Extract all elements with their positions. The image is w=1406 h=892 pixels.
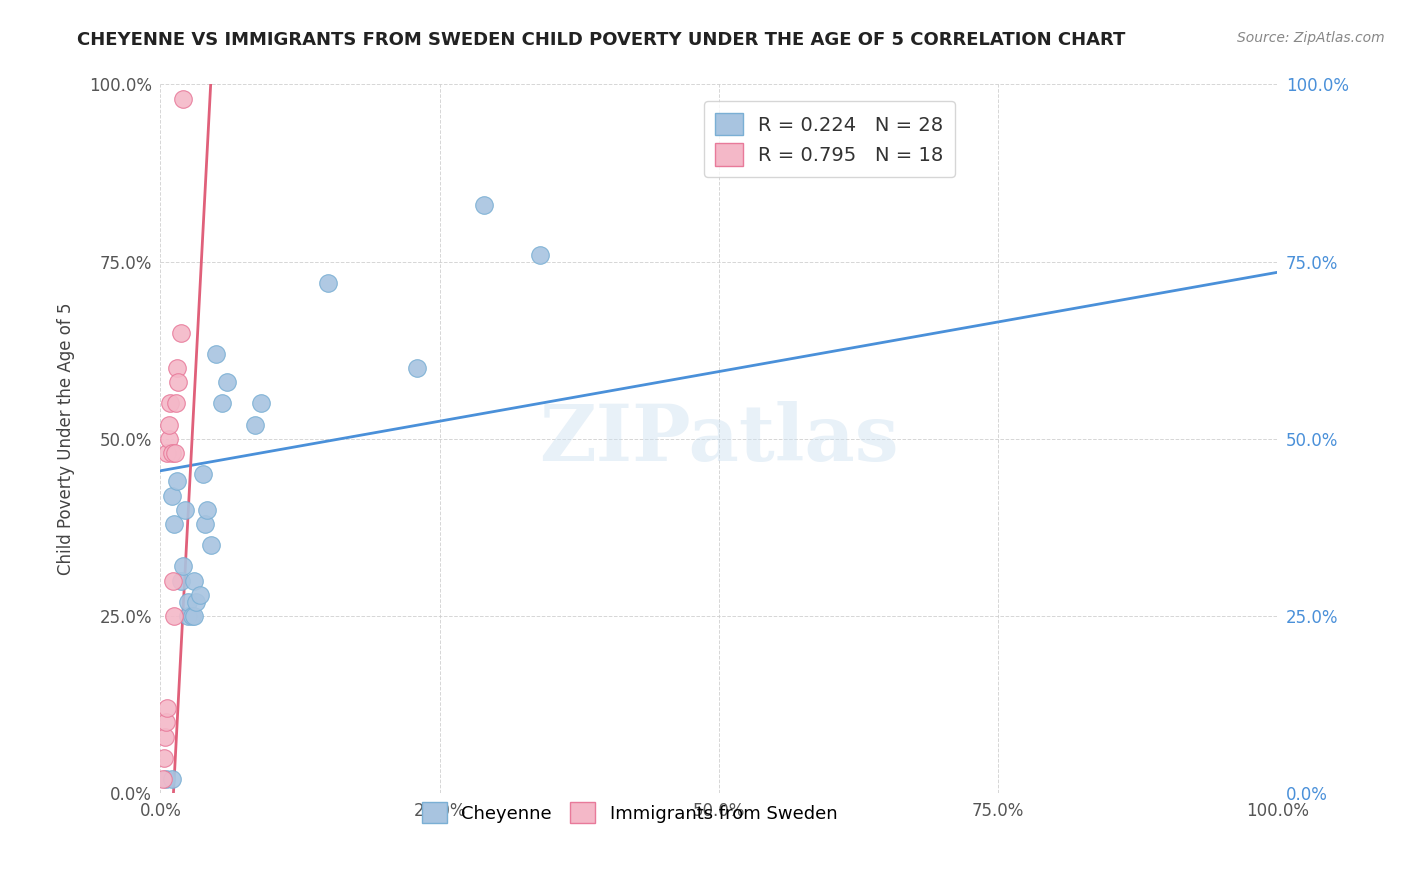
Point (529, 247, 551, 261)
Point (406, 361, 429, 376)
Text: CHEYENNE VS IMMIGRANTS FROM SWEDEN CHILD POVERTY UNDER THE AGE OF 5 CORRELATION : CHEYENNE VS IMMIGRANTS FROM SWEDEN CHILD… (77, 31, 1126, 49)
Point (152, 751, 174, 765)
Text: Source: ZipAtlas.com: Source: ZipAtlas.com (1237, 31, 1385, 45)
Point (153, 730, 176, 744)
Point (162, 574, 184, 588)
Point (166, 361, 188, 376)
Point (211, 396, 233, 410)
Point (163, 446, 186, 460)
Point (200, 538, 222, 552)
Point (177, 595, 200, 609)
Point (172, 92, 194, 106)
Point (217, 375, 239, 389)
Point (177, 609, 200, 624)
Point (472, 198, 495, 212)
Point (167, 375, 190, 389)
Point (169, 326, 191, 340)
Legend: Cheyenne, Immigrants from Sweden: Cheyenne, Immigrants from Sweden (411, 791, 848, 834)
Point (250, 396, 273, 410)
Point (157, 432, 180, 446)
Point (156, 446, 179, 460)
Point (195, 503, 218, 517)
Point (166, 475, 188, 489)
Point (186, 595, 208, 609)
Point (191, 467, 214, 482)
Point (163, 609, 186, 624)
Point (157, 417, 180, 432)
Point (194, 516, 217, 531)
Point (152, 772, 174, 787)
Point (180, 609, 202, 624)
Point (163, 516, 186, 531)
Point (160, 446, 183, 460)
Point (245, 417, 267, 432)
Point (160, 489, 183, 503)
Point (155, 715, 177, 730)
Point (183, 574, 205, 588)
Point (165, 396, 187, 410)
Point (316, 276, 339, 290)
Point (156, 701, 179, 715)
Point (155, 772, 177, 787)
Point (172, 559, 194, 574)
Text: ZIPatlas: ZIPatlas (538, 401, 898, 477)
Point (160, 772, 183, 787)
Point (159, 396, 181, 410)
Point (205, 347, 228, 361)
Point (183, 609, 205, 624)
Point (174, 503, 197, 517)
Point (169, 574, 191, 588)
Y-axis label: Child Poverty Under the Age of 5: Child Poverty Under the Age of 5 (58, 302, 75, 575)
Point (188, 588, 211, 602)
